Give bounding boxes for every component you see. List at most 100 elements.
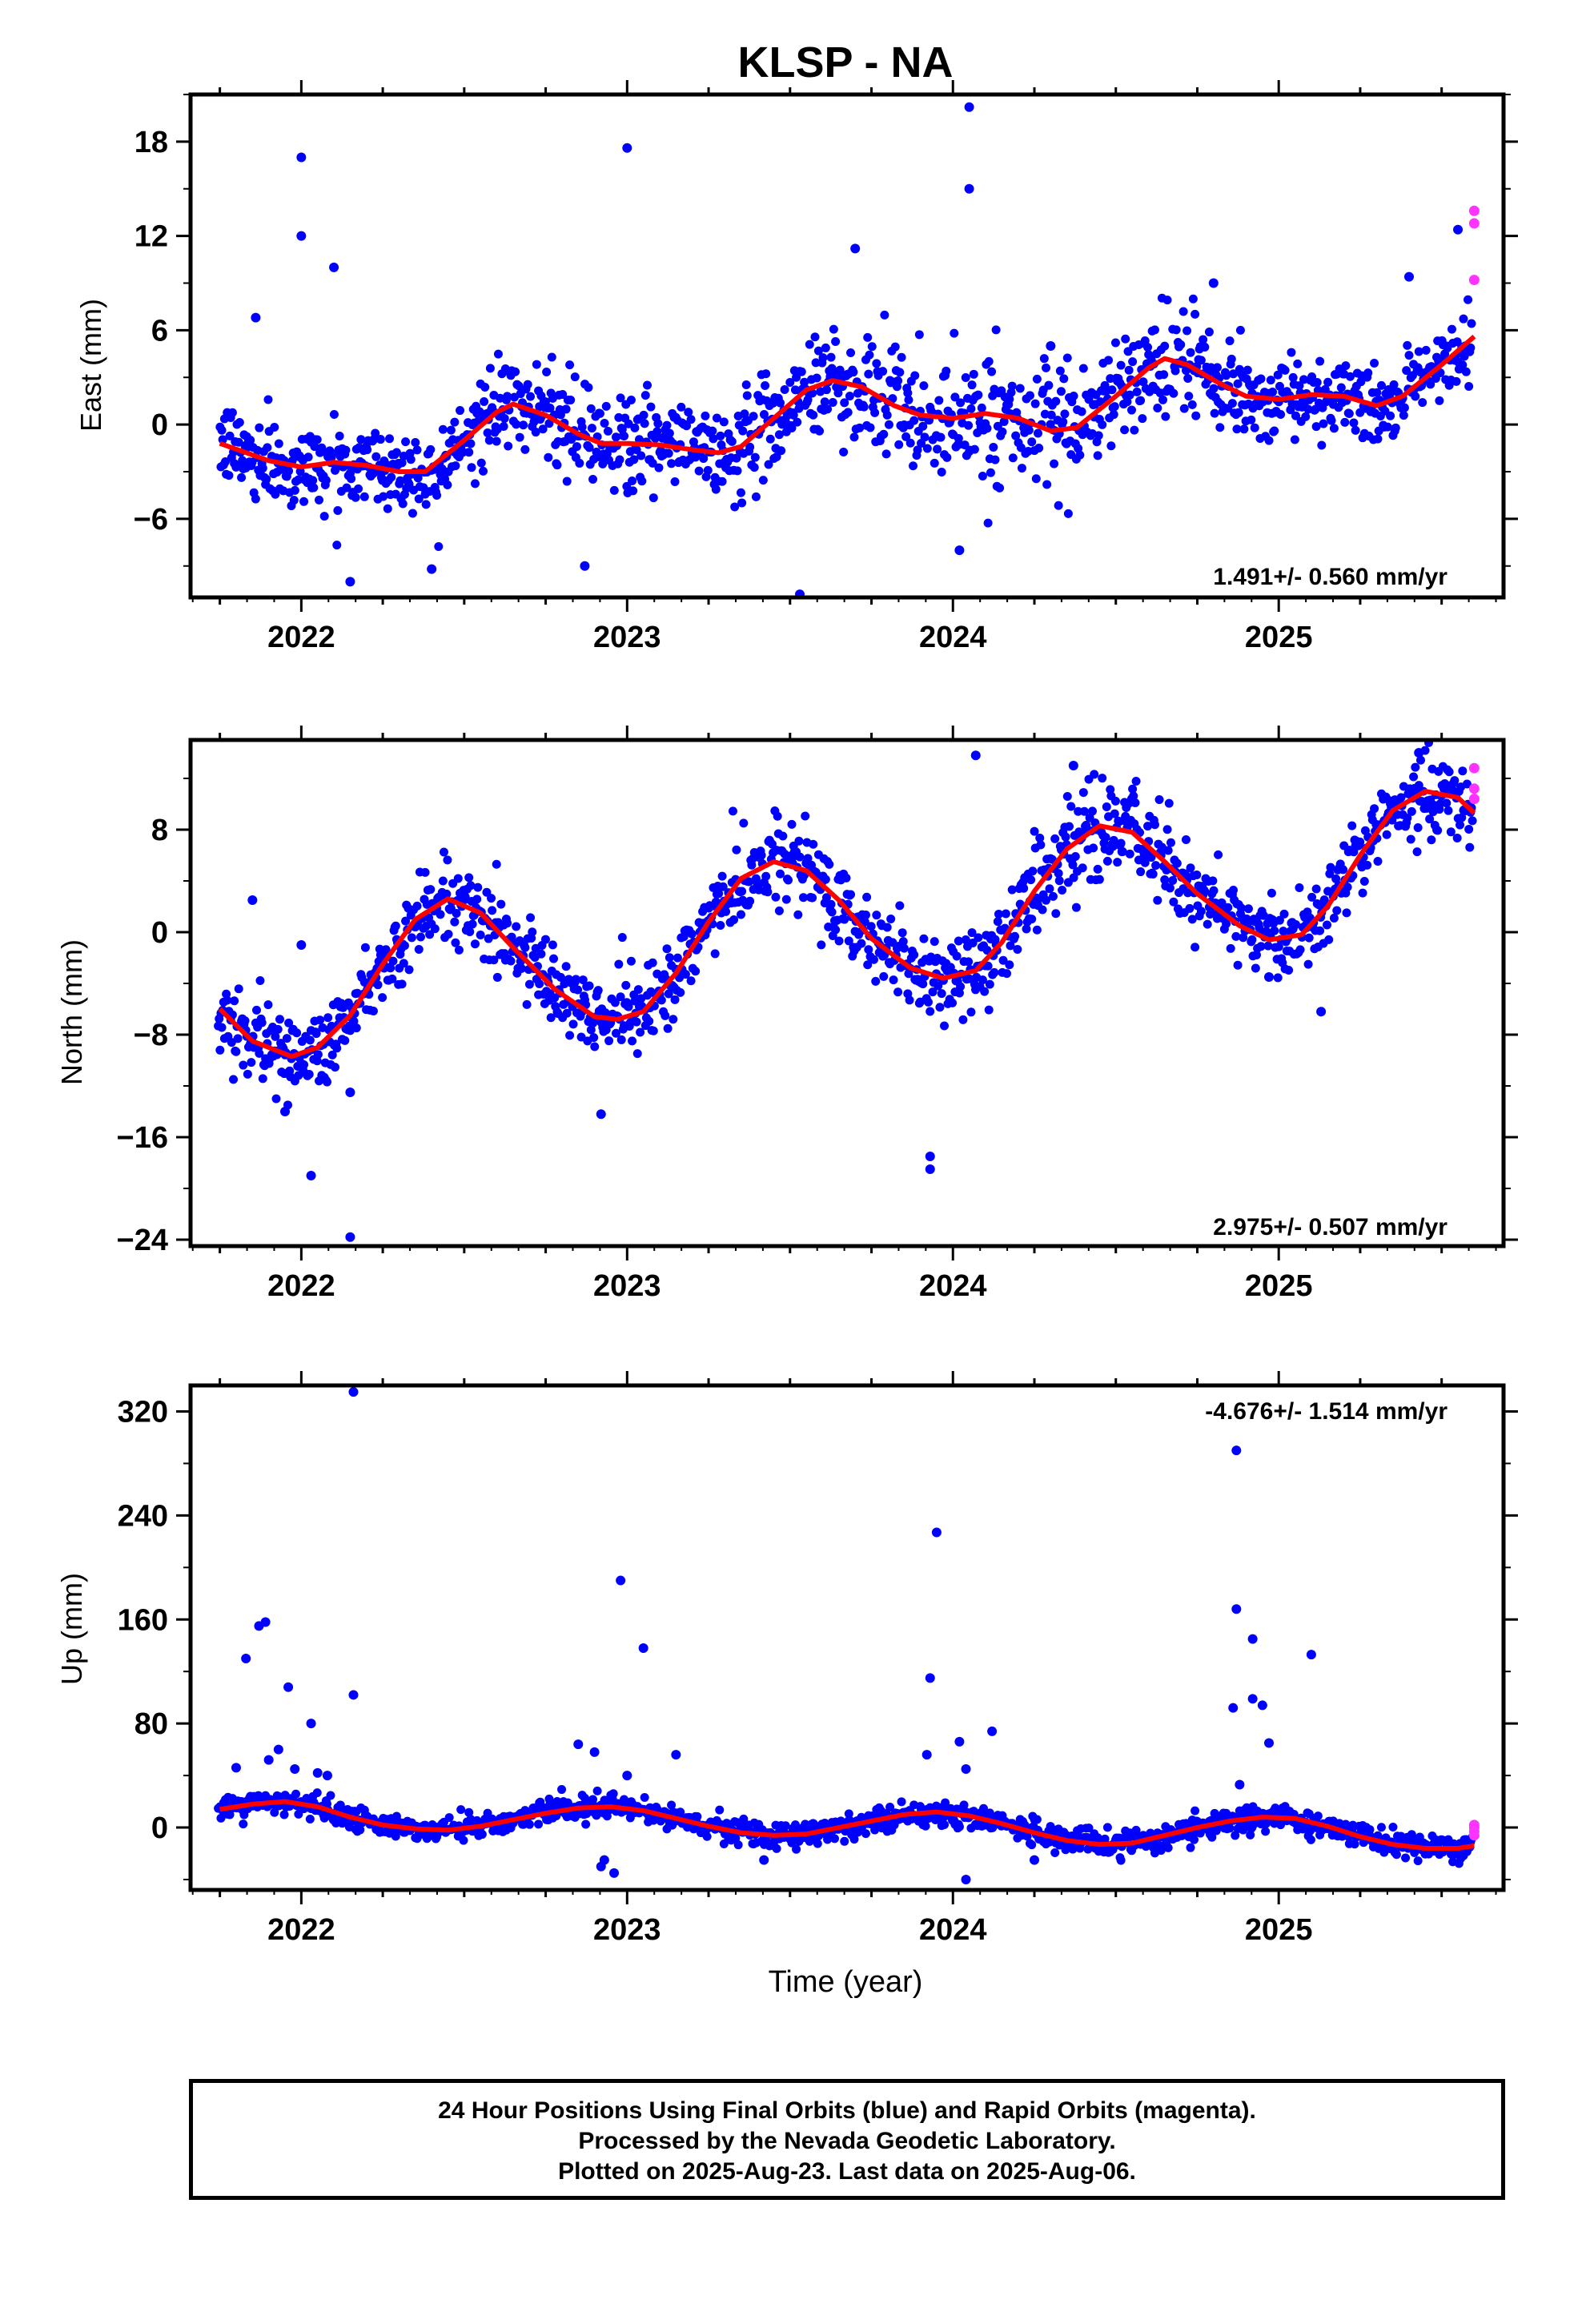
final-orbit-point: [1261, 1827, 1271, 1836]
final-orbit-point: [329, 410, 339, 420]
rapid-orbit-point: [1468, 762, 1480, 774]
final-orbit-point: [966, 1007, 976, 1017]
final-orbit-point: [648, 458, 657, 468]
y-tick-label: 240: [118, 1499, 168, 1533]
final-orbit-point: [712, 413, 721, 423]
final-orbit-point: [970, 444, 979, 454]
final-orbit-point: [699, 453, 709, 463]
final-orbit-point: [499, 421, 508, 431]
final-orbit-point: [1322, 920, 1331, 930]
final-orbit-point: [1421, 345, 1431, 355]
final-orbit-point: [1372, 388, 1382, 397]
final-orbit-point: [1210, 408, 1219, 418]
east-ylabel: East (mm): [74, 299, 107, 432]
final-orbit-point: [1407, 806, 1416, 816]
final-orbit-point: [1208, 876, 1218, 886]
final-orbit-point: [954, 1822, 964, 1831]
final-orbit-point: [732, 453, 741, 463]
up-panel: Up (mm) -4.676+/- 1.514 mm/yr Time (year…: [55, 1371, 1518, 1999]
final-orbit-point: [669, 1015, 678, 1024]
final-orbit-point: [381, 945, 391, 955]
y-tick-label: 80: [135, 1707, 168, 1741]
final-orbit-point: [1136, 867, 1146, 877]
final-orbit-point: [542, 368, 552, 377]
final-orbit-point: [342, 483, 351, 493]
final-orbit-point: [476, 931, 485, 940]
final-orbit-outlier: [987, 1726, 998, 1736]
final-orbit-point: [233, 1034, 243, 1043]
final-orbit-point: [411, 438, 420, 448]
final-orbit-point: [1098, 774, 1107, 783]
final-orbit-point: [492, 859, 501, 869]
final-orbit-point: [843, 408, 853, 417]
final-orbit-point: [1189, 1835, 1199, 1844]
final-orbit-outlier: [263, 1755, 274, 1765]
final-orbit-point: [809, 410, 818, 420]
final-orbit-point: [728, 806, 737, 816]
final-orbit-point: [577, 422, 587, 432]
final-orbit-point: [235, 418, 244, 428]
final-orbit-point: [640, 419, 649, 428]
final-orbit-point: [1414, 781, 1423, 790]
final-orbit-point: [1191, 1806, 1200, 1815]
final-orbit-point: [347, 474, 356, 484]
final-orbit-point: [1136, 396, 1146, 405]
final-orbit-point: [739, 818, 749, 828]
final-orbit-point: [811, 358, 821, 368]
final-orbit-point: [1217, 898, 1227, 907]
final-orbit-point: [1089, 843, 1098, 853]
final-orbit-point: [282, 1034, 291, 1043]
final-orbit-point: [391, 921, 400, 931]
final-orbit-point: [1184, 392, 1194, 401]
final-orbit-point: [1383, 422, 1392, 432]
final-orbit-point: [1030, 826, 1039, 836]
final-orbit-point: [1191, 411, 1201, 420]
final-orbit-point: [864, 945, 873, 955]
final-orbit-point: [1204, 328, 1214, 337]
final-orbit-point: [1162, 825, 1172, 834]
final-orbit-point: [373, 980, 383, 990]
final-orbit-point: [387, 974, 397, 983]
final-orbit-outlier: [964, 102, 974, 112]
final-orbit-point: [524, 979, 534, 989]
y-tick-label: 160: [118, 1603, 168, 1637]
final-orbit-point: [1406, 834, 1415, 844]
final-orbit-point: [470, 479, 480, 489]
final-orbit-point: [936, 432, 946, 442]
final-orbit-point: [523, 380, 532, 389]
final-orbit-point: [1342, 908, 1351, 918]
final-orbit-point: [488, 906, 497, 915]
final-orbit-point: [1391, 1850, 1401, 1860]
final-orbit-point: [332, 541, 342, 550]
final-orbit-point: [1143, 822, 1153, 831]
final-orbit-outlier: [961, 1763, 971, 1774]
final-orbit-point: [628, 476, 637, 485]
final-orbit-point: [315, 1015, 325, 1025]
final-orbit-point: [575, 458, 584, 468]
final-orbit-point: [270, 1807, 279, 1817]
final-orbit-point: [1247, 935, 1257, 944]
final-orbit-point: [506, 956, 516, 966]
final-orbit-point: [979, 1803, 989, 1813]
final-orbit-point: [1028, 866, 1038, 876]
final-orbit-point: [736, 910, 745, 919]
final-orbit-point: [511, 367, 520, 376]
final-orbit-point: [731, 1833, 741, 1843]
final-orbit-point: [1046, 410, 1056, 420]
final-orbit-point: [456, 406, 465, 416]
final-orbit-point: [846, 890, 856, 899]
final-orbit-point: [1339, 865, 1348, 875]
final-orbit-point: [714, 889, 724, 899]
final-orbit-point: [568, 1019, 578, 1029]
final-orbit-point: [1187, 915, 1197, 924]
final-orbit-point: [355, 1825, 365, 1835]
final-orbit-point: [1050, 459, 1059, 468]
final-orbit-point: [823, 404, 833, 414]
final-orbit-point: [239, 1819, 248, 1829]
final-orbit-point: [1307, 892, 1317, 902]
final-orbit-point: [1450, 776, 1460, 786]
final-orbit-point: [969, 369, 978, 379]
final-orbit-point: [1323, 377, 1333, 387]
final-orbit-point: [1069, 391, 1078, 400]
final-orbit-point: [632, 1049, 642, 1059]
